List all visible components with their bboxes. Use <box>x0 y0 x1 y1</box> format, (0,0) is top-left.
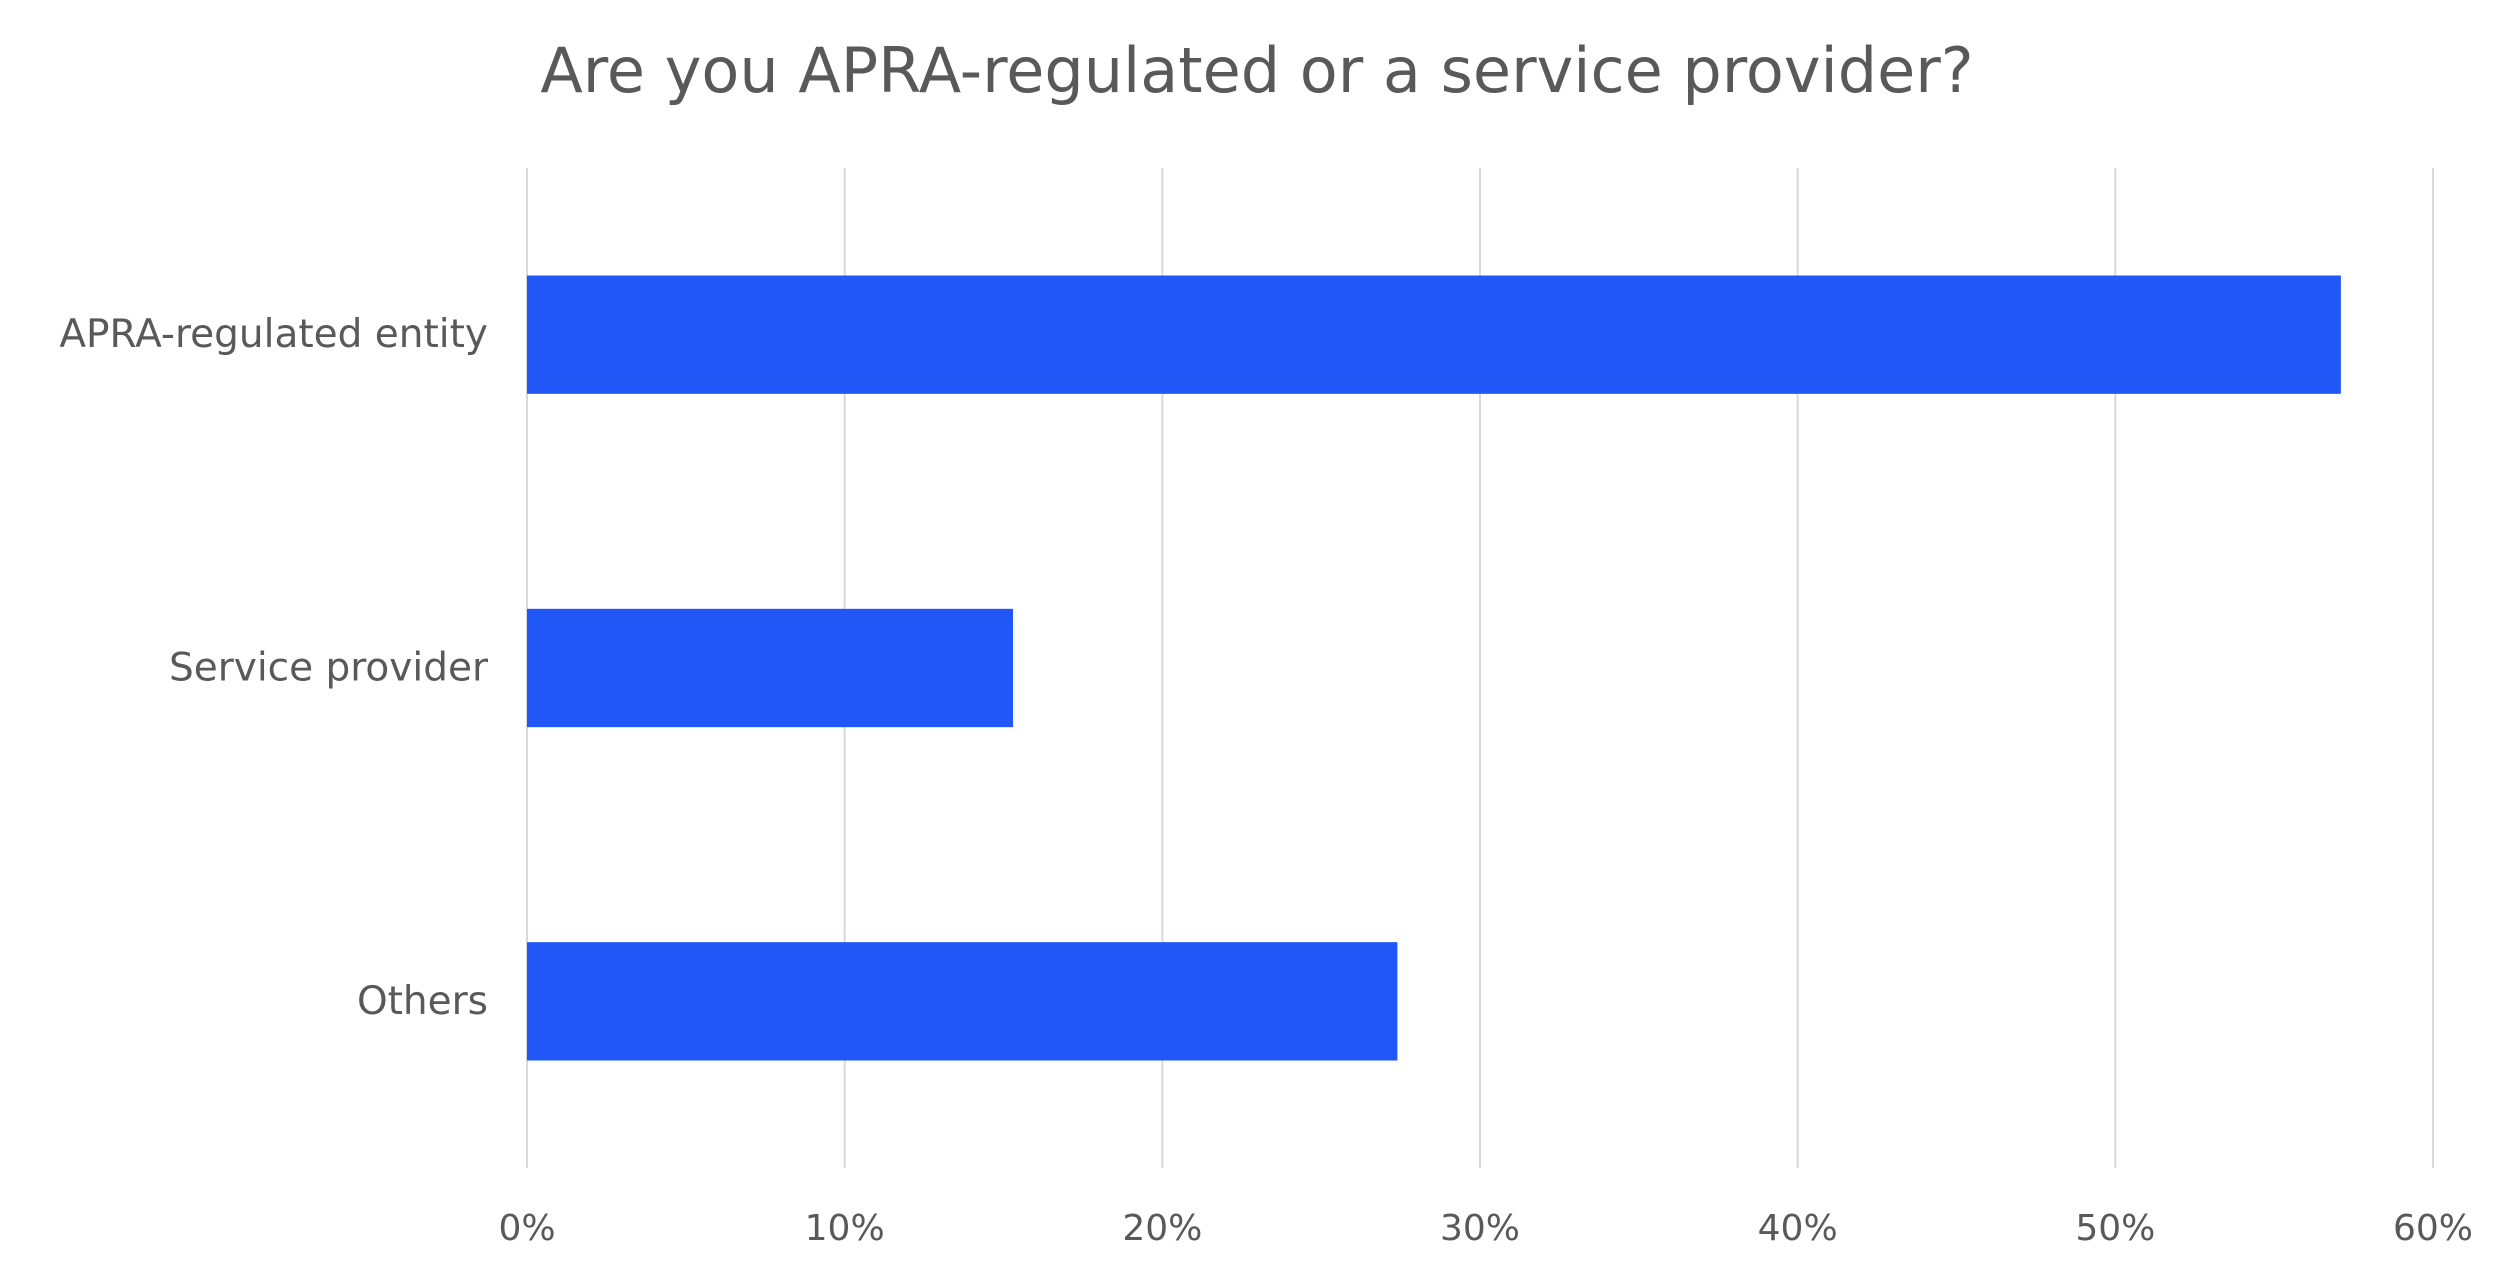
x-tick-label: 30% <box>1440 1208 1520 1249</box>
category-label: APRA-regulated entity <box>59 312 488 357</box>
x-axis-tick-labels: 0% 10% 20% 30% 40% 50% 60% <box>498 1208 2473 1249</box>
x-tick-label: 20% <box>1122 1208 1202 1249</box>
bar-others <box>527 942 1398 1061</box>
x-tick-label: 40% <box>1758 1208 1838 1249</box>
chart-title: Are you APRA-regulated or a service prov… <box>540 34 1973 107</box>
category-label: Others <box>357 979 488 1024</box>
bar-service-provider <box>527 608 1014 728</box>
category-labels: APRA-regulated entity Service provider Oth… <box>59 312 489 1024</box>
x-tick-label: 50% <box>2075 1208 2155 1249</box>
category-label: Service provider <box>169 646 489 691</box>
x-tick-label: 0% <box>498 1208 555 1249</box>
x-tick-label: 10% <box>805 1208 885 1249</box>
x-tick-label: 60% <box>2393 1208 2473 1249</box>
bar-apra-regulated-entity <box>527 275 2341 394</box>
bars <box>527 275 2341 1061</box>
